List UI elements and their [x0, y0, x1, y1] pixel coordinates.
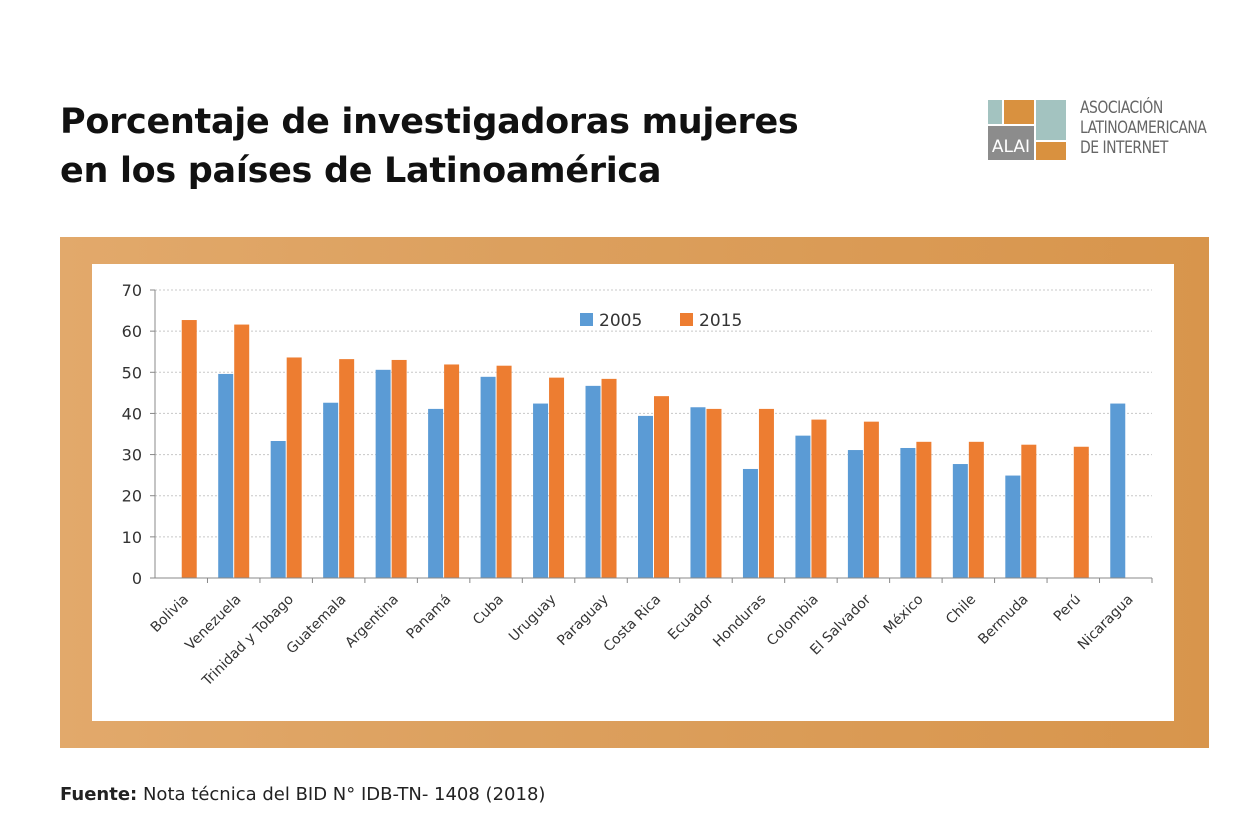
bar-2005 — [638, 415, 653, 578]
y-tick-label: 50 — [122, 363, 142, 382]
legend-label-2015: 2015 — [699, 311, 742, 331]
logo-block-gray — [988, 126, 1034, 160]
bar-2015 — [706, 408, 722, 578]
alai-logo: ALAI — [988, 100, 1066, 160]
bar-2015 — [863, 421, 879, 578]
bar-2015 — [181, 320, 197, 578]
x-tick-label: Uruguay — [506, 592, 559, 645]
y-tick-label: 20 — [122, 487, 142, 506]
x-tick-label: Honduras — [710, 592, 769, 651]
logo-line-3: DE INTERNET — [1080, 138, 1168, 158]
bar-2005 — [952, 464, 968, 578]
bar-2005 — [323, 402, 339, 578]
bar-2005 — [533, 403, 549, 578]
bar-2005 — [1005, 475, 1021, 578]
bar-2005 — [480, 376, 496, 578]
bar-2005 — [795, 435, 811, 578]
bar-2005 — [690, 407, 706, 578]
logo-block-teal-right — [1036, 100, 1066, 140]
logo-mark-text: ALAI — [992, 137, 1030, 157]
x-tick-label: Costa Rica — [601, 592, 665, 656]
x-tick-label: Bolivia — [148, 592, 192, 636]
bar-2015 — [654, 396, 669, 578]
title-line-2: en los países de Latinoamérica — [60, 151, 662, 191]
x-tick-label: Nicaragua — [1075, 592, 1137, 654]
logo-line-2: LATINOAMERICANA — [1080, 118, 1207, 138]
bar-2015 — [758, 408, 774, 578]
y-tick-label: 30 — [122, 446, 142, 465]
y-tick-label: 40 — [122, 404, 142, 423]
x-tick-label: México — [881, 592, 927, 638]
bar-2005 — [428, 408, 444, 578]
y-tick-label: 10 — [122, 528, 142, 547]
bar-2015 — [601, 378, 617, 578]
bar-2015 — [496, 365, 512, 578]
logo-line-1: ASOCIACIÓN — [1080, 98, 1163, 118]
bar-2005 — [1110, 403, 1126, 578]
bar-2005 — [218, 373, 234, 578]
logo-block-orange-top — [1004, 100, 1034, 124]
title-line-1: Porcentaje de investigadoras mujeres — [60, 102, 799, 142]
legend-swatch-2015 — [680, 313, 693, 326]
source-label: Fuente: — [60, 784, 138, 805]
y-tick-label: 70 — [122, 281, 142, 300]
bar-2005 — [375, 369, 391, 578]
bar-2005 — [847, 450, 863, 578]
x-tick-label: Cuba — [470, 592, 507, 629]
bar-2015 — [391, 359, 407, 578]
bar-2015 — [1073, 446, 1089, 578]
gridlines — [155, 289, 1152, 538]
bar-chart: 0 10 20 30 40 50 60 70 BoliviaVenezuelaTrinidad… — [122, 281, 1153, 690]
bar-2015 — [968, 441, 984, 578]
bar-2005 — [585, 385, 601, 578]
bar-2015 — [339, 359, 355, 578]
x-tick-label: Bermuda — [975, 592, 1031, 648]
bar-2015 — [234, 324, 250, 578]
source-note: Fuente: Nota técnica del BID N° IDB-TN- … — [60, 784, 545, 805]
axes — [154, 290, 1153, 583]
bar-2015 — [444, 364, 460, 578]
legend: 2005 2015 — [580, 311, 742, 331]
x-tick-label: Panamá — [403, 592, 454, 643]
y-tick-label: 0 — [132, 569, 142, 588]
x-tick-label: Perú — [1051, 592, 1084, 625]
chart-title: Porcentaje de investigadoras mujeres en … — [60, 98, 840, 196]
bar-2005 — [900, 447, 916, 578]
chart-panel: 0 10 20 30 40 50 60 70 Bolivia Venezuela Trinidad… — [92, 264, 1174, 721]
logo-block-teal-left — [988, 100, 1002, 124]
bars — [181, 320, 1126, 578]
x-tick-label: Argentina — [342, 592, 402, 652]
bar-2015 — [916, 441, 932, 578]
x-tick-label: Trinidad y Tobago — [199, 592, 297, 690]
x-tick-label: Ecuador — [665, 591, 717, 643]
logo-wordmark: ASOCIACIÓN LATINOAMERICANA DE INTERNET — [1080, 98, 1207, 158]
bar-2015 — [286, 357, 302, 578]
bar-2015 — [1021, 444, 1037, 578]
bar-2015 — [811, 419, 827, 578]
y-axis-ticks: 0 10 20 30 40 50 60 70 — [122, 281, 155, 588]
y-tick-label: 60 — [122, 322, 142, 341]
logo-block-orange-bottom — [1036, 142, 1066, 160]
bar-2005 — [270, 440, 286, 578]
x-tick-label: Chile — [943, 592, 979, 628]
legend-swatch-2005 — [580, 313, 593, 326]
bar-2005 — [742, 468, 758, 578]
legend-label-2005: 2005 — [599, 311, 642, 331]
bar-2015 — [549, 377, 565, 578]
source-text: Nota técnica del BID N° IDB-TN- 1408 (20… — [137, 784, 546, 805]
